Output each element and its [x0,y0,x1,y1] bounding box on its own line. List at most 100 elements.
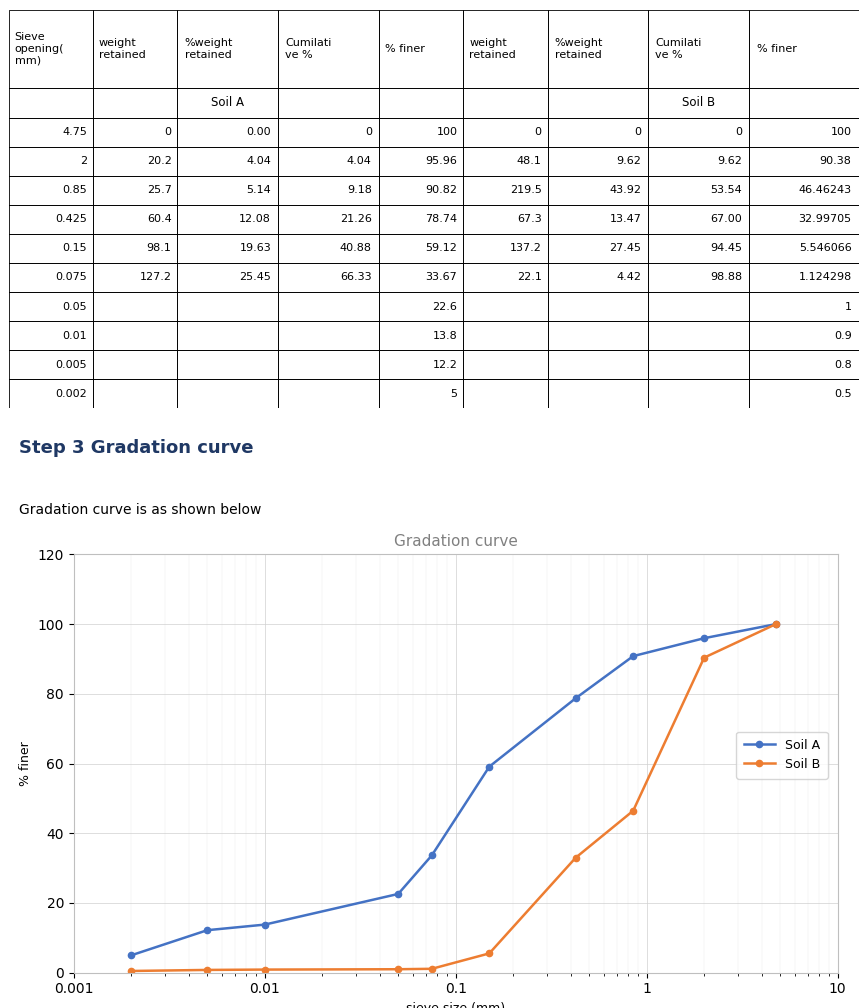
Soil B [484,948,495,960]
Text: 19.63: 19.63 [240,243,271,253]
Text: 0.9: 0.9 [834,331,852,341]
Text: 0: 0 [535,127,542,137]
Title: Gradation curve: Gradation curve [394,534,517,549]
Text: 0.425: 0.425 [56,215,87,225]
Text: 13.8: 13.8 [432,331,457,341]
Text: Soil B: Soil B [682,96,715,109]
Line: Soil A: Soil A [128,621,779,959]
Text: 66.33: 66.33 [340,272,372,282]
Text: 67.3: 67.3 [517,215,542,225]
Text: 25.7: 25.7 [147,185,172,196]
Text: 0.075: 0.075 [56,272,87,282]
Text: 67.00: 67.00 [710,215,742,225]
Soil A [570,692,581,705]
Text: 0: 0 [365,127,372,137]
Soil A [628,650,638,662]
Text: Step 3 Gradation curve: Step 3 Gradation curve [19,439,253,458]
Text: 33.67: 33.67 [425,272,457,282]
Text: 98.1: 98.1 [147,243,172,253]
Soil A [260,918,270,930]
Text: 219.5: 219.5 [510,185,542,196]
Soil A [393,888,404,900]
Soil B [570,852,581,864]
Text: 12.2: 12.2 [432,360,457,370]
Soil B [699,651,709,663]
Text: 22.6: 22.6 [432,301,457,311]
Text: 13.47: 13.47 [609,215,641,225]
Text: 78.74: 78.74 [425,215,457,225]
Text: 9.18: 9.18 [347,185,372,196]
Text: 0.005: 0.005 [56,360,87,370]
Text: 27.45: 27.45 [609,243,641,253]
Soil A [202,924,213,936]
Text: Sieve
opening(
mm): Sieve opening( mm) [15,32,64,66]
Text: 48.1: 48.1 [516,156,542,166]
Text: 0.15: 0.15 [62,243,87,253]
Text: 2: 2 [80,156,87,166]
Text: 20.2: 20.2 [147,156,172,166]
Text: 46.46243: 46.46243 [799,185,852,196]
Text: 9.62: 9.62 [717,156,742,166]
Text: % finer: % finer [385,44,424,53]
Text: 94.45: 94.45 [710,243,742,253]
Soil B [427,963,437,975]
Text: 4.42: 4.42 [616,272,641,282]
Text: 127.2: 127.2 [140,272,172,282]
X-axis label: sieve size (mm): sieve size (mm) [406,1002,505,1008]
Text: 32.99705: 32.99705 [799,215,852,225]
Text: 4.04: 4.04 [347,156,372,166]
Soil A [427,850,437,862]
Soil B [393,964,404,976]
Soil B [126,965,136,977]
Line: Soil B: Soil B [128,621,779,974]
Text: 0: 0 [735,127,742,137]
Text: 0.05: 0.05 [62,301,87,311]
Soil B [260,964,270,976]
Text: Cumilati
ve %: Cumilati ve % [655,38,701,59]
Text: 95.96: 95.96 [425,156,457,166]
Text: 5.546066: 5.546066 [799,243,852,253]
Legend: Soil A, Soil B: Soil A, Soil B [736,732,827,779]
Text: Soil A: Soil A [211,96,244,109]
Text: 40.88: 40.88 [339,243,372,253]
Text: 4.04: 4.04 [247,156,271,166]
Y-axis label: % finer: % finer [19,741,32,786]
Text: 137.2: 137.2 [510,243,542,253]
Text: %weight
retained: %weight retained [555,38,603,59]
Text: weight
retained: weight retained [470,38,516,59]
Text: 0: 0 [165,127,172,137]
Text: 21.26: 21.26 [340,215,372,225]
Text: 0.85: 0.85 [62,185,87,196]
Text: 5: 5 [450,389,457,399]
Text: 60.4: 60.4 [147,215,172,225]
Text: 0: 0 [635,127,641,137]
Text: 98.88: 98.88 [710,272,742,282]
Text: 22.1: 22.1 [516,272,542,282]
Text: % finer: % finer [757,44,797,53]
Text: 0.01: 0.01 [62,331,87,341]
Soil B [771,618,781,630]
Soil A [126,950,136,962]
Text: 1: 1 [845,301,852,311]
Soil B [202,964,213,976]
Text: 12.08: 12.08 [240,215,271,225]
Text: 100: 100 [437,127,457,137]
Soil B [628,804,638,816]
Text: 90.82: 90.82 [425,185,457,196]
Text: Gradation curve is as shown below: Gradation curve is as shown below [19,503,261,517]
Text: 59.12: 59.12 [425,243,457,253]
Text: 0.00: 0.00 [247,127,271,137]
Soil A [699,632,709,644]
Text: 0.5: 0.5 [834,389,852,399]
Soil A [771,618,781,630]
Text: 43.92: 43.92 [609,185,641,196]
Text: Cumilati
ve %: Cumilati ve % [286,38,332,59]
Text: 53.54: 53.54 [710,185,742,196]
Text: 0.8: 0.8 [834,360,852,370]
Text: 100: 100 [831,127,852,137]
Text: 90.38: 90.38 [819,156,852,166]
Soil A [484,761,495,773]
Text: %weight
retained: %weight retained [185,38,233,59]
Text: 4.75: 4.75 [62,127,87,137]
Text: 1.124298: 1.124298 [799,272,852,282]
